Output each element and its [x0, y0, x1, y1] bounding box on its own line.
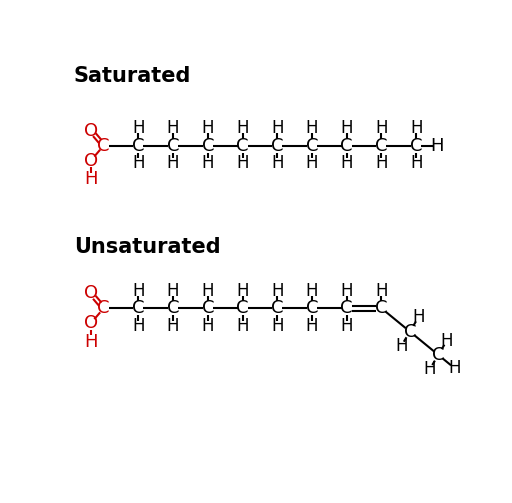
Text: H: H	[395, 337, 408, 355]
Text: H: H	[340, 154, 353, 172]
Text: C: C	[132, 137, 145, 154]
Text: C: C	[375, 299, 388, 317]
Text: H: H	[375, 119, 388, 137]
Text: C: C	[375, 137, 388, 154]
Text: H: H	[202, 119, 214, 137]
Text: H: H	[167, 282, 179, 300]
Text: C: C	[132, 299, 145, 317]
Text: H: H	[306, 317, 318, 334]
Text: C: C	[306, 299, 318, 317]
Text: O: O	[84, 151, 98, 170]
Text: H: H	[340, 282, 353, 300]
Text: H: H	[202, 154, 214, 172]
Text: O: O	[84, 122, 98, 139]
Text: H: H	[271, 282, 284, 300]
Text: H: H	[271, 154, 284, 172]
Text: H: H	[340, 119, 353, 137]
Text: O: O	[84, 314, 98, 332]
Text: H: H	[306, 154, 318, 172]
Text: H: H	[237, 119, 249, 137]
Text: C: C	[167, 299, 179, 317]
Text: H: H	[375, 282, 388, 300]
Text: H: H	[449, 359, 461, 377]
Text: C: C	[202, 137, 214, 154]
Text: C: C	[340, 299, 353, 317]
Text: C: C	[410, 137, 422, 154]
Text: H: H	[237, 282, 249, 300]
Text: H: H	[167, 119, 179, 137]
Text: C: C	[306, 137, 318, 154]
Text: H: H	[237, 317, 249, 334]
Text: C: C	[271, 137, 284, 154]
Text: C: C	[237, 299, 249, 317]
Text: H: H	[167, 154, 179, 172]
Text: H: H	[306, 119, 318, 137]
Text: C: C	[97, 299, 110, 317]
Text: C: C	[202, 299, 214, 317]
Text: H: H	[237, 154, 249, 172]
Text: C: C	[271, 299, 284, 317]
Text: C: C	[403, 322, 416, 341]
Text: H: H	[340, 317, 353, 334]
Text: O: O	[84, 284, 98, 302]
Text: H: H	[306, 282, 318, 300]
Text: H: H	[132, 317, 145, 334]
Text: Unsaturated: Unsaturated	[74, 236, 221, 257]
Text: H: H	[410, 119, 422, 137]
Text: C: C	[340, 137, 353, 154]
Text: H: H	[202, 317, 214, 334]
Text: H: H	[430, 137, 444, 154]
Text: H: H	[132, 154, 145, 172]
Text: H: H	[410, 154, 422, 172]
Text: C: C	[432, 346, 444, 364]
Text: C: C	[167, 137, 179, 154]
Text: H: H	[84, 170, 98, 188]
Text: H: H	[412, 308, 424, 326]
Text: H: H	[132, 282, 145, 300]
Text: H: H	[271, 119, 284, 137]
Text: H: H	[84, 333, 98, 351]
Text: H: H	[202, 282, 214, 300]
Text: H: H	[132, 119, 145, 137]
Text: C: C	[237, 137, 249, 154]
Text: H: H	[423, 360, 436, 378]
Text: Saturated: Saturated	[74, 66, 191, 86]
Text: H: H	[167, 317, 179, 334]
Text: C: C	[97, 137, 110, 154]
Text: H: H	[441, 331, 453, 350]
Text: H: H	[271, 317, 284, 334]
Text: H: H	[375, 154, 388, 172]
